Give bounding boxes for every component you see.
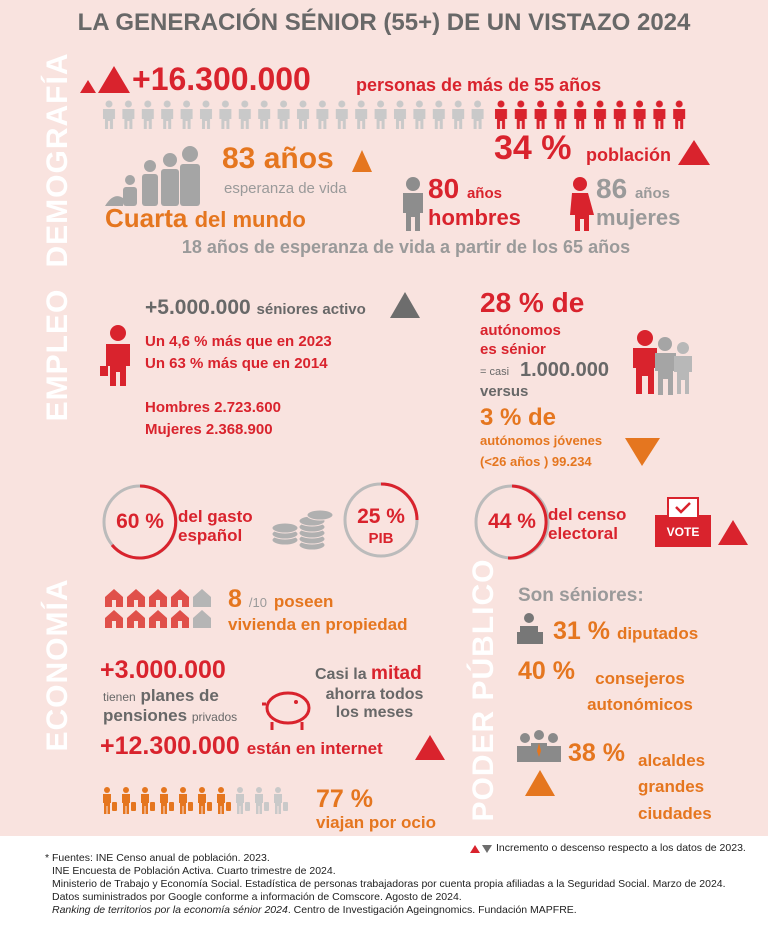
women-age: 86 años <box>596 173 670 205</box>
self-employed: 28 % de <box>480 287 585 318</box>
internet-value: +12.300.000 <box>100 732 240 760</box>
versus: versus <box>480 383 529 400</box>
pensions-bold: planes de <box>140 686 219 705</box>
growth: Un 4,6 % más que en 2023 <box>145 333 332 350</box>
census-label: del censo electoral <box>548 505 627 543</box>
deputies-value: 31 % <box>553 617 610 645</box>
active-label: séniores activo <box>256 301 366 318</box>
savings-label: ahorra todos los meses <box>325 686 424 721</box>
pensions-post: privados <box>191 710 238 724</box>
self-employed-line: autónomos <box>480 322 561 339</box>
gender: Mujeres 2.368.900 <box>145 421 273 438</box>
demography-note: 18 años de esperanza de vida a partir de… <box>181 237 631 257</box>
rank-label: del mundo <box>194 207 306 232</box>
gdp: 25 % <box>357 505 405 528</box>
mayors: 38 % <box>568 739 625 767</box>
population: +16.300.000 <box>132 61 311 97</box>
section-label: DEMOGRAFÍA <box>41 52 74 268</box>
savings: Casi la mitad <box>315 663 422 685</box>
spending-label: del gasto español <box>178 507 253 545</box>
housing-label: vivienda en propiedad <box>228 615 408 634</box>
women-unit: años <box>634 185 670 202</box>
source: * Fuentes: INE Censo anual de población.… <box>45 852 270 864</box>
legend: Incremento o descenso respecto a los dat… <box>496 842 746 854</box>
self-employed-line: es sénior <box>480 341 546 358</box>
source: Datos suministrados por Google conforme … <box>52 891 462 903</box>
section-label: EMPLEO <box>41 288 74 422</box>
women-label: mujeres <box>596 205 681 230</box>
source-italic: Ranking de territorios por la economía s… <box>52 904 288 916</box>
rank-value: Cuarta <box>105 203 188 233</box>
gdp-label: PIB <box>368 530 394 547</box>
men-age: 80 años <box>428 173 502 205</box>
housing: 8 /10 poseen <box>228 585 334 614</box>
approx-value: 1.000.000 <box>520 359 609 381</box>
source: Ranking de territorios por la economía s… <box>52 904 577 917</box>
councillors: 40 % <box>518 657 575 685</box>
approx: = casi <box>480 366 510 378</box>
pensions-pre: tienen <box>103 690 136 704</box>
travel: 77 % <box>316 785 373 813</box>
source: INE Encuesta de Población Activa. Cuarto… <box>52 865 336 877</box>
housing-of: /10 <box>248 595 267 610</box>
housing-value: 8 <box>228 585 242 613</box>
active-value: +5.000.000 <box>145 296 251 319</box>
title: LA GENERACIÓN SÉNIOR (55+) DE UN VISTAZO… <box>77 9 691 36</box>
icons <box>0 66 768 934</box>
deputies-label: diputados <box>616 624 699 643</box>
pensions: +3.000.000 <box>100 656 226 684</box>
women-value: 86 <box>596 173 628 204</box>
spending: 60 % <box>116 510 164 533</box>
housing-verb: poseen <box>273 592 334 611</box>
growth: Un 63 % más que en 2014 <box>145 355 328 372</box>
active: +5.000.000 séniores activo <box>145 296 366 319</box>
men-unit: años <box>466 185 502 202</box>
men-value: 80 <box>428 173 460 204</box>
young: 3 % de <box>480 404 557 431</box>
savings-bold: mitad <box>371 663 422 684</box>
share: 34 % <box>494 129 572 167</box>
section-label: PODER PÚBLICO <box>467 558 500 822</box>
internet-label: están en internet <box>246 739 383 758</box>
section-label: ECONOMÍA <box>41 578 74 752</box>
councillors-label: consejeros autonómicos <box>587 669 693 715</box>
pensions-line: tienen planes de <box>103 686 219 706</box>
share-label: población <box>586 145 671 165</box>
deputies: 31 % diputados <box>553 617 699 646</box>
public-heading: Son séniores: <box>518 585 644 606</box>
population-label: personas de más de 55 años <box>356 75 602 95</box>
source: Ministerio de Trabajo y Economía Social.… <box>52 878 726 890</box>
source-rest: . Centro de Investigación Ageingnomics. … <box>287 904 577 916</box>
young-line: autónomos jóvenes <box>480 433 603 448</box>
census: 44 % <box>488 510 536 533</box>
life-label: esperanza de vida <box>224 180 347 197</box>
pensions-line: pensiones privados <box>103 706 238 726</box>
rank: Cuarta del mundo <box>105 204 306 233</box>
gender: Hombres 2.723.600 <box>145 399 281 416</box>
internet: +12.300.000 están en internet <box>100 732 383 761</box>
mayors-label: alcaldes grandes ciudades <box>638 751 712 823</box>
men-label: hombres <box>428 205 521 230</box>
travel-label: viajan por ocio <box>316 813 436 832</box>
pensions-bold: pensiones <box>103 706 188 725</box>
savings-pre: Casi la <box>315 666 367 683</box>
life-expectancy: 83 años <box>222 142 334 175</box>
young-line: (<26 años ) 99.234 <box>480 454 592 469</box>
vote-label: VOTE <box>666 525 700 539</box>
